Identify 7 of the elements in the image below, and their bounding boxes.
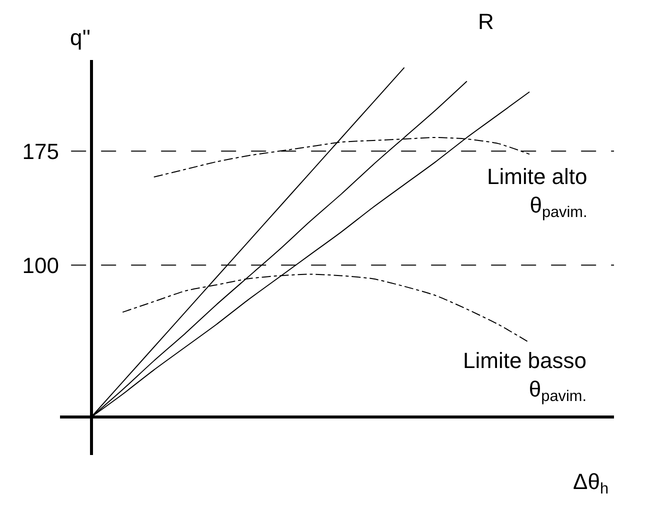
y-axis-title: q'': [70, 25, 91, 50]
x-axis-title: Δθ$_{h}$: [573, 469, 608, 498]
y-tick-label: 100: [22, 252, 59, 278]
series-label: Limite basso θ$_{pavim.}$: [463, 348, 587, 406]
text: R: [478, 9, 494, 34]
y-tick-label: 175: [22, 138, 59, 164]
series-label: Limite alto θ$_{pavim.}$: [487, 164, 588, 222]
